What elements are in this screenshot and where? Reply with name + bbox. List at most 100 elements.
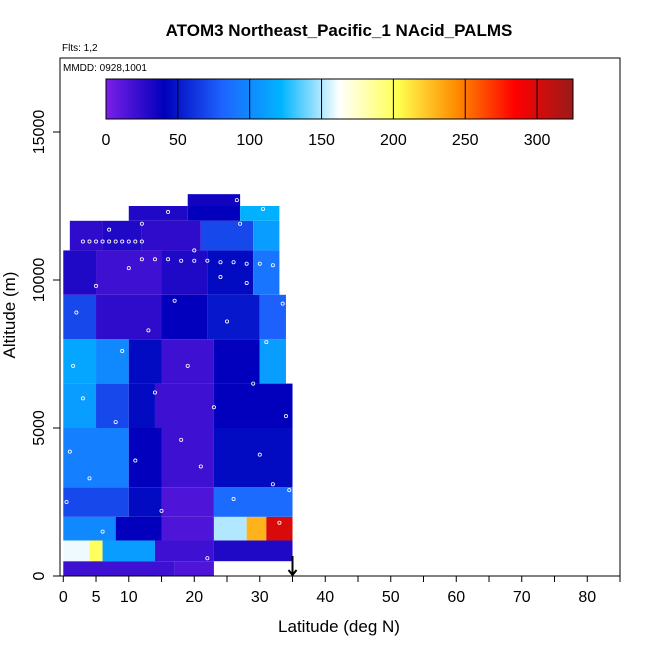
heatmap-cell [63,540,90,562]
sample-point [172,298,177,303]
chart-title: ATOM3 Northeast_Pacific_1 NAcid_PALMS [166,21,513,40]
heatmap-cell [63,561,175,576]
heatmap-cell [213,540,293,562]
sample-point [126,239,131,244]
sample-point [107,227,112,232]
heatmap-cell [161,339,214,384]
y-tick-label: 0 [31,571,48,580]
sample-point [133,239,138,244]
sample-point [126,266,131,271]
sample-points [64,198,292,561]
heatmap-cell [96,383,129,428]
heatmap-cell [187,206,241,221]
sample-point [244,261,249,266]
heatmap-cell [128,339,162,384]
heatmap-cell [213,487,293,517]
sample-point [107,239,112,244]
sample-point [139,221,144,226]
heatmap-cell [161,294,208,340]
sample-point [185,363,190,368]
heatmap-cell [63,250,97,295]
sample-point [251,381,256,386]
x-tick-label: 60 [447,589,465,606]
heatmap-cell [154,540,214,562]
colorbar-tick-label: 0 [102,132,111,149]
sample-point [231,260,236,265]
heatmap-cell [259,339,286,384]
heatmap-cell [96,294,162,340]
heatmap-cell [102,220,142,251]
heatmap-cell [96,339,129,384]
heatmap-cell [128,383,155,428]
heatmap-cell [89,540,103,562]
sample-point [205,258,210,263]
colorbar-tick-label: 100 [236,132,263,149]
heatmap-cell [259,294,286,340]
sample-point [120,239,125,244]
heatmap-cell [63,383,97,428]
colorbar-tick-label: 50 [169,132,187,149]
heatmap-cell [63,428,129,488]
sample-point [264,340,269,345]
colorbar: 0 50 100 150 200 250 300 [102,78,574,149]
sample-point [280,301,285,306]
sample-point [179,258,184,263]
sample-point [270,263,275,268]
heatmap-cell [246,516,267,541]
sample-point [64,499,69,504]
colorbar-tick-label: 200 [380,132,407,149]
y-axis: 0 5000 10000 15000 [31,110,60,580]
heatmap-cell [207,294,260,340]
x-tick-label: 40 [316,589,334,606]
sample-point [94,283,99,288]
heatmap-cell [69,220,103,251]
y-tick-label: 10000 [31,258,48,303]
sample-point [166,209,171,214]
heatmap-cell [213,383,293,428]
heatmap-cell [213,516,247,541]
heatmap-cell [128,206,188,221]
flights-label: Flts: 1,2 [62,43,98,54]
sample-point [192,248,197,253]
sample-point [80,396,85,401]
x-axis: 0 5 10 20 30 40 50 60 70 80 [59,575,621,606]
sample-point [179,437,184,442]
sample-point [234,198,239,203]
arrow-head [287,569,298,577]
sample-point [261,206,266,211]
sample-point [283,414,288,419]
heatmap-cell [128,428,162,488]
heatmap-cell [63,294,97,340]
heatmap-cell [240,206,280,221]
sample-point [211,405,216,410]
sample-point [71,363,76,368]
heatmap-cell [128,487,162,517]
colorbar-tick-label: 300 [524,132,551,149]
sample-point [287,488,292,493]
sample-point [244,280,249,285]
heatmap-cell [213,428,293,488]
heatmap-cell [96,250,162,295]
x-tick-label: 80 [578,589,596,606]
latitude-arrow-marker [287,556,298,577]
sample-point [270,482,275,487]
colorbar-ticks: 0 50 100 150 200 250 300 [102,79,551,149]
sample-point [198,464,203,469]
sample-point [192,258,197,263]
heatmap-cells [63,194,293,576]
sample-point [218,260,223,265]
heatmap-cell [213,339,260,384]
heatmap-cell [174,561,214,576]
sample-point [152,390,157,395]
sample-point [67,449,72,454]
heatmap-cell [115,516,162,541]
sample-point [225,319,230,324]
sample-point [94,239,99,244]
sample-point [80,239,85,244]
colorbar-gradient [105,78,574,120]
heatmap-cell [161,487,214,517]
x-tick-label: 5 [92,589,101,606]
sample-point [231,497,236,502]
sample-point [100,239,105,244]
heatmap-cell [187,194,241,206]
